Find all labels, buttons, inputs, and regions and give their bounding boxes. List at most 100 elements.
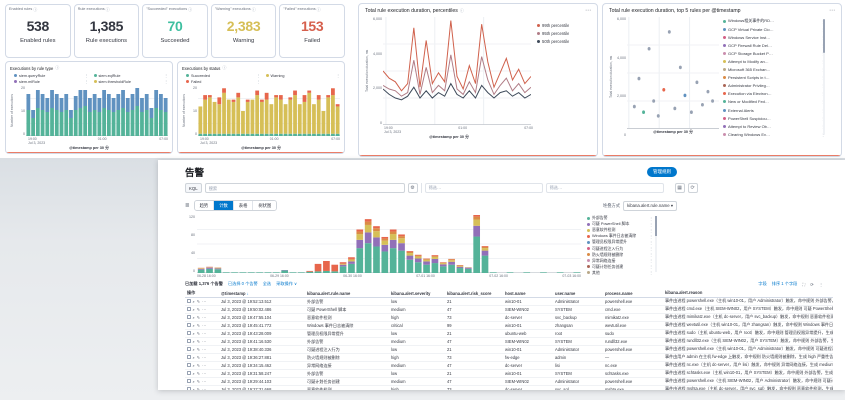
rule-legend-item[interactable]: GCP Firewall Rule Del…⋮ (723, 41, 825, 49)
search-input[interactable] (204, 183, 405, 193)
kebab-menu-icon[interactable]: ⋮ (164, 79, 168, 84)
kebab-menu-icon[interactable]: ⋮ (649, 233, 653, 239)
more-actions-icon[interactable]: ⋯ (202, 378, 207, 384)
legend-item[interactable]: Warning ⋮ (265, 73, 340, 78)
column-header-user.name[interactable]: user.name (553, 289, 603, 298)
legend-item[interactable]: siem.thresholdRule ⋮ (93, 79, 168, 84)
legend-item[interactable]: Windows 事件日志被清除 ⋮ (587, 233, 653, 239)
utility-icon-1[interactable]: ⟳ (810, 281, 814, 287)
table-row[interactable]: ⌕ ✎ ⋯ Jul 3, 2023 @ 19:47:55.104 恶意软件检测 high 7… (185, 313, 833, 322)
table-row[interactable]: ⌕ ✎ ⋯ Jul 3, 2023 @ 19:50:02.486 可疑 PowerShe… (185, 305, 833, 314)
rule-legend-item[interactable]: Suspicious PowerShe…⋮ (723, 138, 825, 139)
pin-icon[interactable]: ✎ (196, 370, 201, 376)
table-row[interactable]: ⌕ ✎ ⋯ Jul 3, 2023 @ 19:41:16.530 外部告警 medium 4… (185, 337, 833, 346)
table-row[interactable]: ⌕ ✎ ⋯ Jul 3, 2023 @ 19:27:31.668 恶意软件检测 high 7… (185, 385, 833, 391)
rule-legend-item[interactable]: PowerShell Suspiciou…⋮ (723, 114, 825, 122)
utility-right-item-0[interactable]: 字段 (758, 281, 767, 286)
pin-icon[interactable]: ✎ (196, 386, 201, 391)
manage-rules-button[interactable]: 管理规则 (647, 167, 677, 177)
gear-icon[interactable]: ⚙ (407, 183, 418, 193)
rule-legend-item[interactable]: New or Modified Fed…⋮ (723, 98, 825, 106)
rule-legend-item[interactable]: GCP Virtual Private Clo…⋮ (723, 25, 825, 33)
row-checkbox[interactable] (187, 315, 191, 319)
rule-legend-item[interactable]: Attempt to Modify an…⋮ (723, 57, 825, 65)
expand-icon[interactable]: ⌕ (192, 354, 195, 360)
view-toggle-3[interactable]: 树状图 (253, 201, 277, 210)
more-actions-icon[interactable]: ⋯ (202, 306, 207, 312)
row-checkbox[interactable] (187, 339, 191, 343)
column-header-@timestamp[interactable]: @timestamp ↓ (219, 289, 305, 298)
utility-left-item-3[interactable]: 采取操作 ∨ (276, 281, 298, 286)
legend-item[interactable]: 其他 ⋮ (587, 270, 653, 276)
menu-icon[interactable]: ≣ (185, 202, 190, 209)
kebab-menu-icon[interactable]: ⋮ (649, 215, 653, 221)
filter-input-1[interactable]: 筛选… (424, 183, 543, 193)
panel-options-icon[interactable]: ⋯ (585, 8, 591, 14)
column-header-操作[interactable]: 操作 (185, 289, 219, 298)
table-row[interactable]: ⌕ ✎ ⋯ Jul 3, 2023 @ 19:36:27.881 防火墙规则被删除 hig… (185, 353, 833, 362)
pin-icon[interactable]: ✎ (196, 338, 201, 344)
refresh-icon[interactable]: ⟳ (687, 183, 698, 193)
more-actions-icon[interactable]: ⋯ (202, 370, 207, 376)
rule-legend-item[interactable]: Administrator Privileg…⋮ (723, 82, 825, 90)
view-toggle-1[interactable]: 计数 (214, 201, 234, 210)
more-actions-icon[interactable]: ⋯ (202, 346, 207, 352)
stat-card[interactable]: Enabled rules ⓘ 538 Enabled rules (5, 4, 71, 58)
rule-legend-item[interactable]: Clearing Windows Ev…⋮ (723, 130, 825, 138)
legend-item[interactable]: 管理员权限异常提升 ⋮ (587, 239, 653, 245)
kebab-menu-icon[interactable]: ⋮ (649, 239, 653, 245)
row-checkbox[interactable] (187, 371, 191, 375)
stack-by-select[interactable]: kibana.alert.rule.name ▾ (623, 200, 677, 211)
legend-item[interactable]: Succeeded ⋮ (186, 73, 261, 78)
kebab-menu-icon[interactable]: ⋮ (649, 270, 653, 276)
stat-card[interactable]: "Failed" executions ⓘ 153 Failed (279, 4, 345, 58)
table-row[interactable]: ⌕ ✎ ⋯ Jul 3, 2023 @ 19:43:28.009 管理员权限异常提升 lo… (185, 329, 833, 338)
legend-item[interactable]: 可疑计划任务创建 ⋮ (587, 264, 653, 270)
row-checkbox[interactable] (187, 363, 191, 367)
top-rules-scatter-chart[interactable] (627, 17, 719, 129)
scrollbar-thumb[interactable] (822, 19, 825, 53)
utility-left-item-2[interactable]: 全选 (262, 281, 272, 286)
expand-icon[interactable]: ⌕ (192, 346, 195, 352)
pin-icon[interactable]: ✎ (196, 346, 201, 352)
row-checkbox[interactable] (187, 355, 191, 359)
pin-icon[interactable]: ✎ (196, 314, 201, 320)
row-checkbox[interactable] (187, 307, 191, 311)
expand-icon[interactable]: ⌕ (192, 370, 195, 376)
kebab-menu-icon[interactable]: ⋮ (649, 221, 653, 227)
pin-icon[interactable]: ✎ (196, 322, 201, 328)
more-actions-icon[interactable]: ⋯ (202, 338, 207, 344)
scrollbar-thumb[interactable] (655, 216, 657, 236)
more-actions-icon[interactable]: ⋯ (202, 314, 207, 320)
more-actions-icon[interactable]: ⋯ (202, 386, 207, 391)
legend-item[interactable]: 防火墙规则被删除 ⋮ (587, 252, 653, 258)
more-actions-icon[interactable]: ⋯ (202, 298, 207, 304)
pin-icon[interactable]: ✎ (196, 330, 201, 336)
row-checkbox[interactable] (187, 323, 191, 327)
executions-by-type-chart[interactable] (26, 86, 168, 136)
table-row[interactable]: ⌕ ✎ ⋯ Jul 3, 2023 @ 19:34:15.462 异常网络连接 mediu… (185, 361, 833, 370)
pin-icon[interactable]: ✎ (196, 354, 201, 360)
column-header-process.name[interactable]: process.name (603, 289, 663, 298)
expand-icon[interactable]: ⌕ (192, 338, 195, 344)
pin-icon[interactable]: ✎ (196, 362, 201, 368)
expand-icon[interactable]: ⌕ (192, 322, 195, 328)
kebab-menu-icon[interactable]: ⋮ (649, 258, 653, 264)
kebab-menu-icon[interactable]: ⋮ (649, 264, 653, 270)
stat-card[interactable]: "Warning" executions ⓘ 2,383 Warning (210, 4, 277, 58)
legend-item[interactable]: 可疑 PowerShell 脚本 ⋮ (587, 221, 653, 227)
view-toggle-0[interactable]: 趋势 (194, 201, 215, 210)
expand-icon[interactable]: ⌕ (192, 306, 195, 312)
legend-scrollbar[interactable] (822, 19, 825, 135)
kebab-menu-icon[interactable]: ⋮ (256, 79, 261, 84)
legend-item[interactable]: 异常网络连接 ⋮ (587, 258, 653, 264)
legend-item[interactable]: siem.eqlRule ⋮ (93, 73, 168, 78)
filter-input-2[interactable]: 筛选… (545, 183, 664, 193)
row-checkbox[interactable] (187, 299, 191, 303)
rule-legend-item[interactable]: GCP Storage Bucket P…⋮ (723, 49, 825, 57)
pin-icon[interactable]: ✎ (196, 378, 201, 384)
row-checkbox[interactable] (187, 331, 191, 335)
rule-legend-item[interactable]: Windows Service Inst…⋮ (723, 33, 825, 41)
row-checkbox[interactable] (187, 347, 191, 351)
rule-legend-item[interactable]: External Alerts⋮ (723, 106, 825, 114)
